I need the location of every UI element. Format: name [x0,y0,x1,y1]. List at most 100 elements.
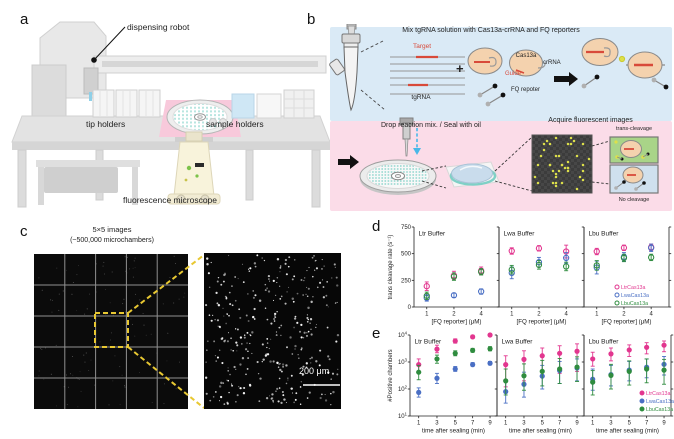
data-point [434,356,440,362]
no-cleavage-inset [609,164,659,194]
grid-speckles [38,255,186,408]
data-point [452,366,458,372]
data-point [452,338,458,344]
svg-text:3: 3 [435,421,439,427]
zoom-dash [591,181,611,185]
svg-text:LbuCas13a: LbuCas13a [621,301,648,307]
data-point [647,244,655,251]
data-point [574,364,580,370]
svg-text:#Positive chambers: #Positive chambers [388,349,394,401]
oil-sealed-chip [445,161,500,188]
svg-text:LbuCas13a: LbuCas13a [646,407,673,413]
zoom-dash [494,136,533,172]
svg-text:5: 5 [454,421,458,427]
tip-holders-label: tip holders [86,119,126,129]
dispensing-robot-pointer [91,26,126,63]
microchamber-disc-stage [159,99,241,137]
panel-letter-e: e [372,325,381,342]
data-point [574,348,580,354]
data-point [535,261,543,269]
data-point [416,369,422,375]
data-point [470,347,476,353]
data-point [562,263,570,270]
series-LbuCas13a [416,346,493,381]
data-point [487,332,493,338]
data-point [593,248,600,255]
scale-bar-label: 200 μm [299,366,330,376]
data-point [661,367,667,373]
series-LbuCas13a [593,253,655,271]
fq-reporter-label: FQ repoter [511,87,541,93]
trans-cleavage-label: trans-cleavage [615,126,653,132]
svg-text:Lbu Buffer: Lbu Buffer [589,231,620,238]
legend-e: LtrCas13a LwaCas13a LbuCas13a [639,390,674,413]
data-point [535,245,543,252]
data-point [647,254,655,261]
svg-text:9: 9 [488,421,492,427]
zoom-dash [591,140,611,147]
data-point [434,346,440,352]
data-point [562,254,570,262]
svg-text:500: 500 [401,252,412,258]
data-point [508,266,515,273]
zoom-connector-bottom [127,346,205,409]
series-LwaCas13a [503,358,580,404]
svg-text:2: 2 [537,312,541,318]
trans-cleavage-inset [609,136,659,164]
subplot-d-2: 1 2 4[FQ reporter] (μM) Lwa Buffer [496,226,585,326]
crrna-label: crRNA [543,60,561,66]
data-point [608,372,614,378]
svg-text:LwaCas13a: LwaCas13a [621,293,649,299]
svg-text:103: 103 [398,358,408,367]
tiled-image-grid [34,254,188,409]
series-LbuCas13a [503,356,580,396]
svg-text:LtrCas13a: LtrCas13a [621,285,645,291]
svg-text:250: 250 [401,278,412,284]
series-LbuCas13a [590,358,667,396]
panel-a-illustration [11,21,331,208]
no-cleavage-label: No cleavage [618,197,650,203]
fluorescence-microscope-label: fluorescence microscope [123,195,218,205]
zoom-dash [494,180,533,192]
data-point [521,356,527,362]
data-point [487,346,493,352]
seal-arrow-icon [338,155,359,169]
panel-c-images [34,253,341,409]
svg-text:trans cleavage rate (s⁻¹): trans cleavage rate (s⁻¹) [388,235,394,300]
svg-text:9: 9 [662,421,666,427]
svg-text:Lwa Buffer: Lwa Buffer [504,231,536,238]
acquire-step-title: Acquire fluorescent images [548,117,633,124]
svg-text:9: 9 [575,421,579,427]
svg-text:Lbu Buffer: Lbu Buffer [589,339,620,346]
svg-text:1: 1 [591,421,595,427]
series-LbuCas13a [423,268,485,300]
svg-text:101: 101 [398,412,408,421]
panel-b-schematic [329,24,672,211]
callout-dash-top [360,39,386,53]
data-point [416,389,422,395]
svg-text:4: 4 [479,312,483,318]
data-point [508,247,515,255]
data-point [608,351,614,357]
zoom-dash [421,165,447,172]
series-LbuCas13a [508,260,570,275]
data-point [539,368,545,374]
data-point [557,350,563,356]
microchamber-speckles [204,254,340,406]
svg-text:Lwa Buffer: Lwa Buffer [502,339,534,346]
svg-text:4: 4 [649,312,653,318]
series-LwaCas13a [508,252,570,280]
data-point [590,379,596,385]
svg-text:5: 5 [541,421,545,427]
svg-text:Ltr Buffer: Ltr Buffer [419,231,446,238]
seal-step-title: Drop reaction mix. / Seal with oil [381,122,481,129]
data-point [620,244,628,251]
fluorescence-microscope-body [167,131,221,205]
zoom-dash [421,180,447,189]
svg-text:1: 1 [425,312,429,318]
fq-reporter-icons [477,83,506,107]
